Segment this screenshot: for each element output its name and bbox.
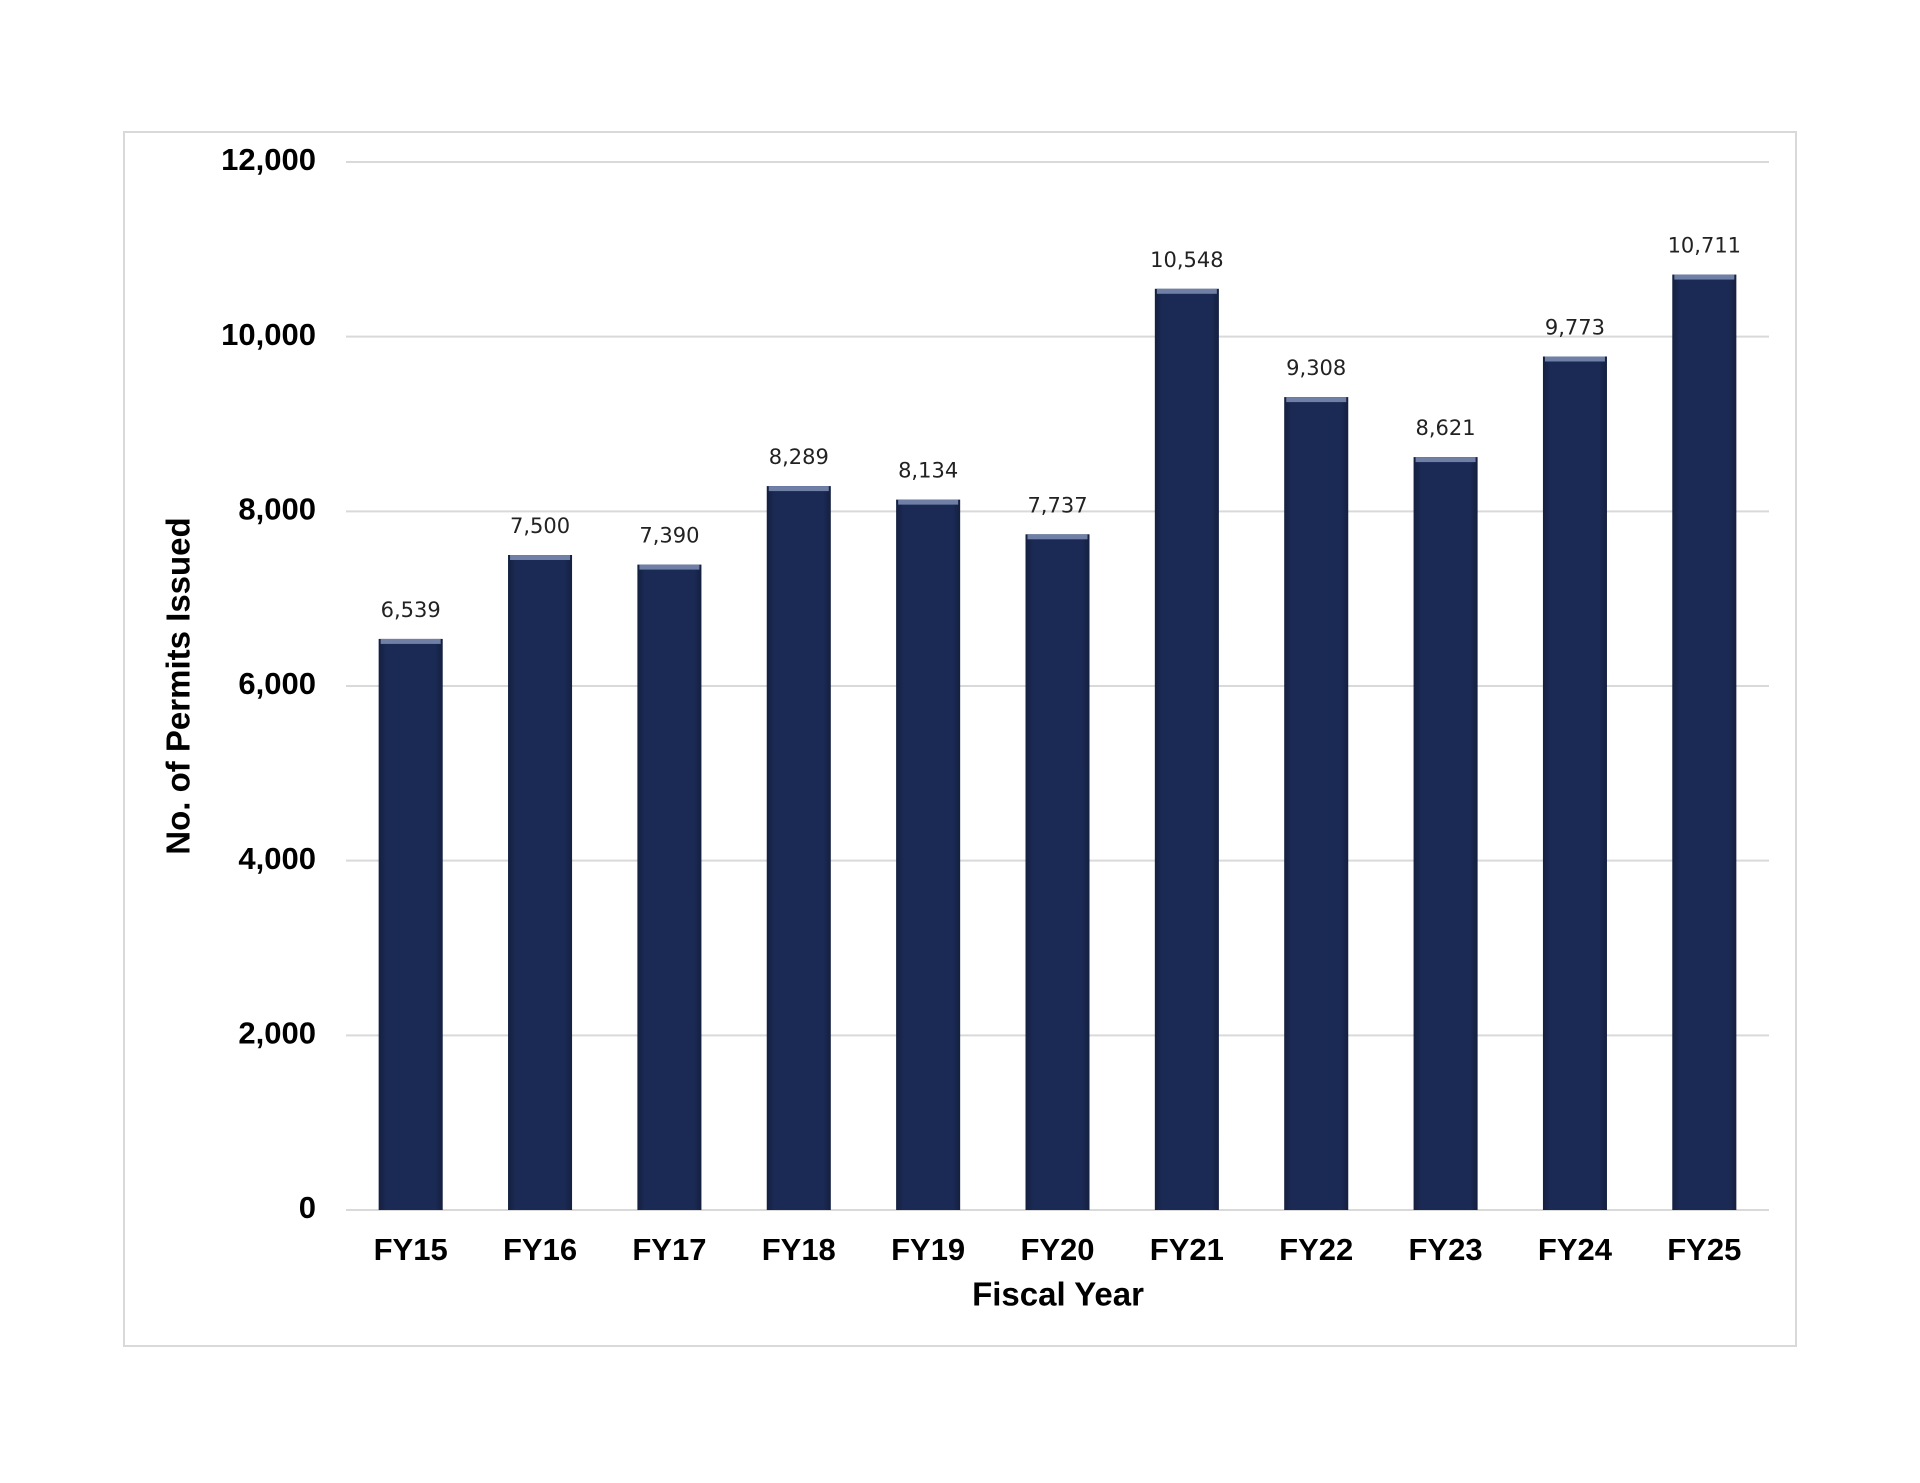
bar-highlight	[639, 564, 700, 570]
value-label: 8,134	[898, 459, 958, 483]
bar-shade	[1284, 397, 1349, 1210]
bar-shade	[1154, 288, 1219, 1211]
value-label: 6,539	[381, 598, 441, 622]
bar-highlight	[510, 555, 571, 560]
value-label: 10,711	[1668, 234, 1741, 258]
value-label: 7,500	[510, 514, 570, 538]
bar-shade	[766, 486, 831, 1210]
value-label: 9,773	[1545, 315, 1605, 339]
y-axis-title: No. of Permits Issued	[160, 517, 197, 854]
value-label: 7,390	[639, 524, 699, 548]
bar-highlight	[380, 638, 441, 644]
value-label: 9,308	[1286, 356, 1346, 380]
x-tick-label: FY16	[503, 1232, 577, 1267]
y-tick-label: 8,000	[238, 492, 316, 527]
x-tick-label: FY18	[762, 1232, 836, 1267]
bar-shade	[1672, 274, 1737, 1211]
x-tick-label: FY23	[1409, 1232, 1483, 1267]
bar-shade	[1413, 457, 1478, 1210]
x-tick-label: FY19	[891, 1232, 965, 1267]
y-tick-label: 6,000	[238, 666, 316, 701]
value-label: 8,289	[769, 445, 829, 469]
bar-highlight	[1415, 457, 1476, 463]
x-tick-label: FY21	[1150, 1232, 1224, 1267]
y-tick-label: 10,000	[221, 317, 316, 352]
value-label: 8,621	[1416, 416, 1476, 440]
bar-highlight	[1544, 356, 1605, 362]
x-tick-label: FY20	[1020, 1232, 1094, 1267]
bar-highlight	[1674, 274, 1735, 280]
y-tick-label: 4,000	[238, 841, 316, 876]
x-tick-label: FY22	[1279, 1232, 1353, 1267]
y-tick-label: 2,000	[238, 1016, 316, 1051]
bar-highlight	[1286, 397, 1347, 403]
bar-shade	[1542, 356, 1607, 1210]
bar-highlight	[898, 499, 959, 505]
x-tick-label: FY15	[374, 1232, 448, 1267]
x-tick-label: FY25	[1667, 1232, 1741, 1267]
bar-highlight	[1027, 534, 1088, 540]
bar-highlight	[1156, 288, 1217, 294]
value-label: 10,548	[1150, 248, 1223, 272]
bar-shade	[1025, 534, 1090, 1210]
y-tick-label: 12,000	[221, 142, 316, 177]
bar-shade	[637, 564, 702, 1210]
bar-shade	[508, 555, 573, 1210]
x-tick-label: FY24	[1538, 1232, 1613, 1267]
value-label: 7,737	[1027, 493, 1087, 517]
bar-shade	[378, 638, 443, 1210]
y-tick-label: 0	[299, 1190, 316, 1225]
x-tick-label: FY17	[632, 1232, 706, 1267]
x-axis-title: Fiscal Year	[972, 1276, 1144, 1313]
bar-highlight	[768, 486, 829, 492]
bar-shade	[896, 499, 961, 1210]
